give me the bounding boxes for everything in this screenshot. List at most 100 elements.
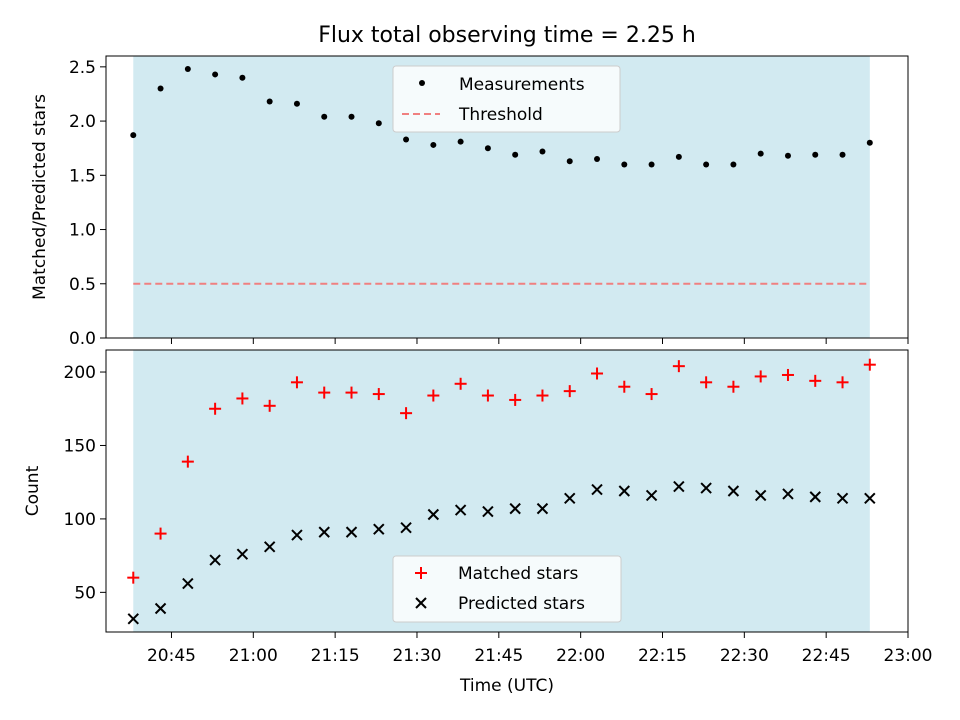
matched-star-point: [127, 571, 140, 584]
predicted-star-point: [373, 523, 385, 535]
measurement-point: [512, 151, 519, 158]
matched-star-point: [345, 386, 358, 399]
measurement-point: [621, 161, 628, 168]
measurement-point: [321, 113, 328, 120]
measurement-point: [675, 153, 682, 160]
matched-star-point: [454, 377, 467, 390]
measurement-point: [594, 156, 601, 163]
bottom-x-tick-label: 21:15: [311, 646, 360, 666]
bottom-panel-frame: [105, 349, 909, 633]
measurement-point: [784, 152, 791, 159]
threshold-legend-label: Threshold: [458, 105, 543, 125]
predicted-star-point: [782, 488, 794, 500]
predicted-star-point: [564, 492, 576, 505]
predicted-star-point: [318, 526, 330, 538]
top-y-tick-label: 0.5: [69, 275, 96, 295]
matched-star-point: [563, 385, 576, 398]
x-axis-label: Time (UTC): [459, 676, 554, 696]
measurement-point: [130, 132, 137, 139]
bottom-y-tick-label: 150: [64, 436, 96, 456]
matched-star-point: [400, 407, 413, 420]
bottom-legend-box: [392, 555, 622, 623]
matched-star-point: [372, 388, 385, 401]
predicted-star-point: [427, 508, 440, 521]
matched-star-point: [700, 376, 713, 389]
measurement-point: [403, 136, 410, 143]
bottom-x-tick-label: 23:00: [884, 646, 933, 666]
predicted-star-point: [154, 602, 167, 615]
bottom-x-tick-label: 20:45: [147, 646, 196, 666]
matched-star-point: [809, 374, 822, 387]
measurement-point: [539, 148, 546, 155]
matched-star-point: [236, 392, 249, 405]
predicted-legend-label: Predicted stars: [458, 594, 585, 614]
bottom-panel: 50 100 150 200 20:45 21:00 21:15 21:30 21:45 22:…: [23, 349, 933, 696]
bottom-y-tick-label: 100: [64, 510, 96, 530]
matched-star-point: [754, 370, 767, 383]
predicted-star-point: [127, 613, 139, 625]
matched-star-point: [181, 455, 194, 468]
matched-legend-marker: [415, 567, 427, 579]
predicted-star-point: [345, 526, 358, 538]
matched-star-point: [427, 389, 440, 402]
bottom-y-tick-label: 50: [74, 583, 96, 603]
predicted-star-point: [209, 554, 221, 566]
predicted-star-point: [263, 541, 276, 553]
measurement-point: [866, 139, 873, 146]
measurement-point: [239, 74, 246, 81]
bottom-x-tick-label: 21:45: [474, 646, 523, 666]
matched-star-point: [727, 380, 740, 393]
matched-star-point: [672, 360, 685, 373]
matched-star-point: [481, 389, 494, 402]
matched-star-point: [781, 368, 794, 381]
predicted-star-point: [809, 491, 821, 503]
matched-star-point: [645, 388, 658, 401]
bottom-x-tick-label: 22:30: [720, 646, 769, 666]
top-legend: Measurements Threshold: [392, 65, 621, 133]
top-y-tick-label: 1.5: [69, 166, 96, 186]
predicted-star-point: [454, 504, 467, 516]
matched-star-point: [154, 527, 167, 540]
measurement-point: [730, 161, 737, 168]
measurement-point: [293, 100, 300, 107]
measurement-point: [812, 151, 819, 158]
measurement-point: [757, 150, 764, 157]
matched-star-point: [209, 402, 222, 415]
top-y-tick-label: 0.0: [69, 329, 96, 349]
matched-star-point: [263, 399, 276, 412]
measurement-point: [566, 158, 573, 165]
matched-star-point: [618, 380, 631, 393]
predicted-star-point: [836, 492, 849, 505]
top-y-tick-label: 2.0: [69, 112, 96, 132]
measurements-legend-marker: [419, 80, 425, 86]
top-y-tick-label: 2.5: [69, 58, 96, 78]
measurement-point: [430, 141, 437, 148]
measurement-point: [839, 151, 846, 158]
bottom-y-tick-label: 200: [64, 363, 96, 383]
matched-legend-label: Matched stars: [458, 564, 578, 584]
bottom-legend: Matched stars Predicted stars: [392, 555, 622, 623]
predicted-star-point: [236, 548, 249, 560]
measurement-point: [457, 138, 464, 145]
predicted-star-point: [291, 529, 303, 541]
predicted-legend-marker: [415, 597, 427, 609]
bottom-x-tick-label: 21:30: [392, 646, 441, 666]
bottom-x-tick-label: 22:00: [556, 646, 605, 666]
measurement-point: [648, 161, 655, 168]
top-y-tick-label: 1.0: [69, 221, 96, 241]
top-y-axis-label: Matched/Predicted stars: [30, 94, 50, 300]
predicted-star-point: [536, 502, 549, 515]
predicted-star-point: [591, 483, 603, 496]
predicted-star-point: [509, 502, 521, 515]
bottom-x-tick-label: 22:45: [802, 646, 851, 666]
matched-star-point: [509, 393, 522, 406]
bottom-x-tick-label: 21:00: [229, 646, 278, 666]
measurement-point: [184, 66, 191, 73]
measurement-point: [703, 161, 710, 168]
matched-star-point: [318, 386, 331, 399]
top-legend-box: [392, 65, 621, 133]
bottom-y-axis-label: Count: [23, 465, 43, 516]
predicted-star-point: [400, 522, 412, 534]
predicted-star-point: [645, 489, 658, 502]
